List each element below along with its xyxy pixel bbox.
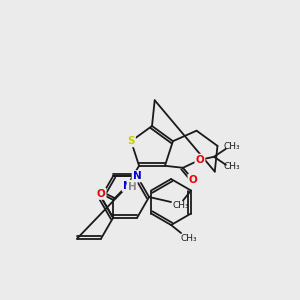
Text: CH₃: CH₃ [181, 233, 197, 242]
Text: O: O [189, 175, 197, 185]
Text: CH₃: CH₃ [224, 142, 240, 151]
Text: O: O [196, 155, 204, 165]
Text: H: H [128, 182, 136, 192]
Text: N: N [123, 181, 131, 191]
Text: O: O [97, 189, 105, 199]
Text: CH₃: CH₃ [224, 162, 240, 171]
Text: S: S [127, 136, 135, 146]
Text: CH₃: CH₃ [173, 201, 189, 210]
Text: N: N [133, 171, 141, 181]
